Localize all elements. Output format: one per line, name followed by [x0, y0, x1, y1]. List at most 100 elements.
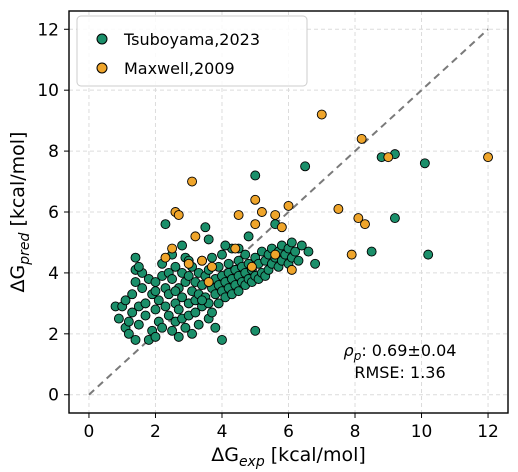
- point-tsuboyama: [213, 298, 224, 309]
- point-tsuboyama: [157, 322, 168, 333]
- x-tick-label: 4: [217, 422, 228, 442]
- x-tick-label: 6: [283, 422, 294, 442]
- point-tsuboyama: [190, 307, 201, 318]
- point-tsuboyama: [120, 295, 131, 306]
- legend-label-tsuboyama: Tsuboyama,2023: [123, 30, 260, 49]
- legend: Tsuboyama,2023 Maxwell,2009: [76, 15, 308, 87]
- point-maxwell: [173, 210, 184, 220]
- point-tsuboyama: [160, 219, 171, 230]
- point-maxwell: [250, 194, 261, 205]
- point-tsuboyama: [423, 249, 434, 260]
- point-maxwell: [203, 277, 214, 287]
- point-tsuboyama: [310, 258, 321, 269]
- point-maxwell: [360, 219, 370, 230]
- point-tsuboyama: [250, 325, 261, 336]
- point-tsuboyama: [127, 289, 138, 300]
- y-tick-label: 2: [48, 325, 59, 345]
- y-tick-label: 4: [48, 264, 59, 284]
- point-tsuboyama: [170, 261, 181, 272]
- point-tsuboyama: [207, 252, 217, 263]
- point-tsuboyama: [123, 316, 134, 327]
- point-maxwell: [246, 261, 257, 272]
- point-tsuboyama: [286, 237, 297, 248]
- y-tick-label: 12: [37, 20, 59, 40]
- point-maxwell: [283, 200, 294, 211]
- point-maxwell: [276, 222, 287, 233]
- x-tick-label: 8: [350, 422, 361, 442]
- point-maxwell: [270, 210, 281, 220]
- y-tick-label: 10: [37, 81, 59, 101]
- legend-label-maxwell: Maxwell,2009: [124, 59, 235, 78]
- x-tick-label: 2: [150, 422, 161, 442]
- y-tick-label: 6: [48, 203, 59, 223]
- legend-marker-maxwell: [96, 62, 108, 74]
- point-tsuboyama: [173, 304, 184, 315]
- point-tsuboyama: [127, 307, 138, 318]
- point-maxwell: [256, 207, 267, 217]
- point-tsuboyama: [183, 271, 194, 281]
- point-tsuboyama: [419, 158, 430, 169]
- rho-annotation: ρp: 0.69±0.04: [344, 341, 457, 363]
- point-tsuboyama: [220, 240, 231, 251]
- point-tsuboyama: [150, 331, 161, 342]
- point-tsuboyama: [123, 328, 134, 339]
- point-tsuboyama: [133, 319, 144, 330]
- point-tsuboyama: [243, 231, 254, 242]
- point-maxwell: [333, 204, 344, 214]
- point-tsuboyama: [300, 161, 311, 172]
- rmse-annotation: RMSE: 1.36: [354, 363, 445, 382]
- x-axis-label: ΔGexp [kcal/mol]: [211, 444, 366, 470]
- point-maxwell: [270, 249, 281, 260]
- point-maxwell: [356, 133, 367, 144]
- point-tsuboyama: [150, 304, 161, 315]
- x-tick-label: 0: [84, 422, 95, 442]
- x-tick-label: 12: [477, 422, 499, 442]
- point-tsuboyama: [293, 255, 304, 266]
- data-points: [110, 109, 493, 345]
- point-tsuboyama: [173, 331, 184, 342]
- point-tsuboyama: [140, 310, 151, 321]
- point-maxwell: [316, 109, 327, 120]
- point-tsuboyama: [133, 261, 144, 272]
- legend-marker-tsuboyama: [96, 33, 108, 45]
- point-maxwell: [250, 219, 261, 230]
- point-tsuboyama: [233, 286, 244, 297]
- point-tsuboyama: [240, 249, 251, 260]
- y-axis-label: ΔGpred [kcal/mol]: [7, 132, 33, 293]
- point-tsuboyama: [210, 322, 221, 333]
- point-tsuboyama: [160, 301, 171, 312]
- axis-ticks: 0 2 4 6 8 10 12 0 2 4 6 8 10 12: [37, 20, 499, 442]
- point-tsuboyama: [167, 325, 178, 336]
- point-maxwell: [233, 210, 244, 220]
- point-tsuboyama: [180, 322, 191, 333]
- point-tsuboyama: [217, 334, 227, 345]
- point-tsuboyama: [137, 283, 148, 294]
- point-tsuboyama: [290, 246, 301, 257]
- point-tsuboyama: [167, 274, 178, 284]
- point-maxwell: [230, 243, 241, 254]
- y-tick-label: 8: [48, 142, 59, 162]
- point-tsuboyama: [197, 295, 207, 306]
- point-tsuboyama: [217, 249, 227, 260]
- point-tsuboyama: [296, 240, 307, 251]
- point-tsuboyama: [366, 246, 377, 257]
- point-maxwell: [167, 243, 178, 254]
- point-maxwell: [207, 261, 217, 272]
- point-maxwell: [383, 152, 394, 163]
- point-maxwell: [190, 231, 201, 242]
- point-maxwell: [483, 152, 493, 163]
- point-tsuboyama: [250, 170, 261, 181]
- point-maxwell: [353, 213, 364, 224]
- point-tsuboyama: [177, 292, 188, 303]
- point-maxwell: [197, 255, 207, 266]
- point-tsuboyama: [150, 286, 161, 297]
- point-tsuboyama: [223, 258, 234, 269]
- legend-box: [76, 15, 308, 87]
- point-maxwell: [160, 252, 171, 263]
- point-maxwell: [286, 264, 297, 275]
- x-tick-label: 10: [411, 422, 433, 442]
- point-tsuboyama: [140, 298, 151, 309]
- point-tsuboyama: [130, 277, 141, 287]
- point-tsuboyama: [177, 240, 188, 251]
